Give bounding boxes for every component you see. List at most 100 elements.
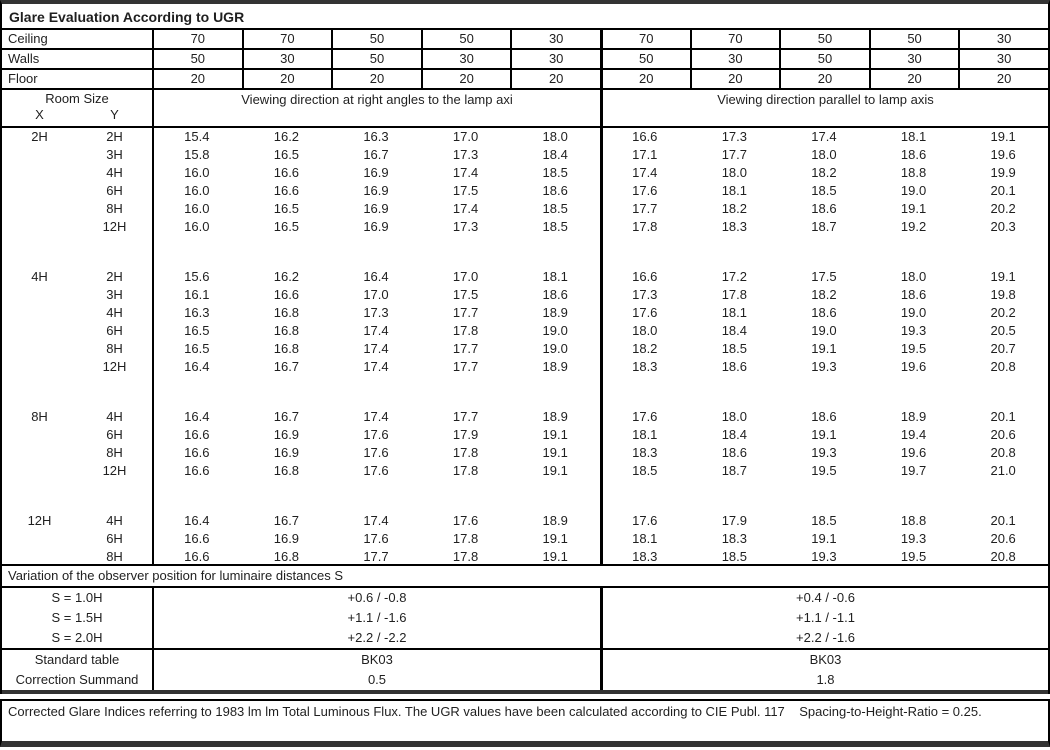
ugr-value: 17.8 xyxy=(452,549,479,564)
ugr-value: 15.4 xyxy=(184,129,210,144)
reflectance-value: 30 xyxy=(958,30,1048,48)
variation-value-right-angles: +0.6 / -0.8 xyxy=(152,588,600,608)
ugr-value: 18.7 xyxy=(811,219,837,234)
ugr-value: 18.1 xyxy=(632,531,658,546)
spacing-label: S = 1.5H xyxy=(51,610,103,625)
ugr-value: 20.3 xyxy=(990,219,1016,234)
spacing-label: S = 2.0H xyxy=(51,630,103,645)
ugr-value: 18.1 xyxy=(900,129,927,144)
ugr-value: 16.1 xyxy=(184,287,210,302)
room-x-value xyxy=(2,322,77,340)
reflectance-value: 50 xyxy=(331,50,421,68)
room-size-axes: X Y xyxy=(2,107,152,122)
ugr-data-row: 8H 16.0 16.5 16.9 17.4 18.5 17.7 18.2 18.6 19.1 20… xyxy=(2,200,1048,218)
room-y-value: 3H xyxy=(106,147,123,162)
ugr-value: 16.0 xyxy=(184,183,210,198)
room-x-value xyxy=(2,286,77,304)
room-y-value: 4H xyxy=(106,165,123,180)
room-y-value: 8H xyxy=(106,341,123,356)
ugr-value: 17.3 xyxy=(452,147,479,162)
room-x-value xyxy=(2,218,77,236)
room-y-value: 8H xyxy=(106,445,123,460)
ugr-value: 16.9 xyxy=(363,219,389,234)
reflectance-value: 20 xyxy=(510,70,600,88)
ugr-value: 16.9 xyxy=(363,183,389,198)
summary-value-right-angles: 0.5 xyxy=(152,670,600,690)
ugr-value: 17.6 xyxy=(632,409,658,424)
room-x-value: 4H xyxy=(31,269,48,284)
ugr-value: 16.0 xyxy=(184,201,210,216)
ugr-value: 18.0 xyxy=(811,147,837,162)
ugr-value: 20.8 xyxy=(990,445,1016,460)
block-spacer xyxy=(2,236,1048,268)
reflectance-value: 30 xyxy=(510,30,600,48)
viewing-direction-right-angles-header: Viewing direction at right angles to the… xyxy=(152,90,600,126)
ugr-data-grid: 2H 2H 15.4 16.2 16.3 17.0 18.0 16.6 17.3 17.4 18.1… xyxy=(2,128,1048,566)
variation-value-parallel: +2.2 / -1.6 xyxy=(600,628,1048,648)
room-y-value: 6H xyxy=(106,323,123,338)
ugr-value: 17.7 xyxy=(363,549,389,564)
ugr-value: 20.8 xyxy=(990,359,1016,374)
reflectance-value: 50 xyxy=(331,30,421,48)
ugr-data-row: 12H 4H 16.4 16.7 17.4 17.6 18.9 17.6 17.9 18.5 18.… xyxy=(2,512,1048,530)
ugr-value: 17.6 xyxy=(632,183,658,198)
ugr-value: 18.5 xyxy=(542,165,568,180)
reflectance-value: 20 xyxy=(152,70,242,88)
ugr-data-row: 6H 16.6 16.9 17.6 17.9 19.1 18.1 18.4 19.1 19.4 20… xyxy=(2,426,1048,444)
ugr-value: 19.4 xyxy=(900,427,927,442)
ugr-value: 16.9 xyxy=(363,165,389,180)
reflectance-value: 20 xyxy=(420,70,511,88)
ugr-value: 19.3 xyxy=(900,323,927,338)
ugr-value: 18.6 xyxy=(811,305,837,320)
room-y-value: 4H xyxy=(106,513,123,528)
ugr-value: 19.0 xyxy=(542,341,568,356)
ugr-value: 19.1 xyxy=(542,531,568,546)
ugr-value: 16.4 xyxy=(184,513,210,528)
ugr-value: 18.3 xyxy=(721,219,748,234)
ugr-value: 16.5 xyxy=(273,201,300,216)
ugr-value: 19.1 xyxy=(542,427,568,442)
ugr-value: 18.5 xyxy=(632,463,658,478)
ugr-value: 16.2 xyxy=(273,129,300,144)
ugr-value: 17.1 xyxy=(632,147,658,162)
ugr-data-row: 8H 16.6 16.9 17.6 17.8 19.1 18.3 18.6 19.3 19.6 20… xyxy=(2,444,1048,462)
ugr-value: 18.5 xyxy=(721,341,748,356)
ugr-value: 17.6 xyxy=(632,305,658,320)
ugr-value: 17.7 xyxy=(452,409,479,424)
ugr-data-row: 6H 16.5 16.8 17.4 17.8 19.0 18.0 18.4 19.0 19.3 20… xyxy=(2,322,1048,340)
ugr-value: 18.0 xyxy=(632,323,658,338)
room-y-value: 12H xyxy=(102,359,127,374)
ugr-data-row: 8H 4H 16.4 16.7 17.4 17.7 18.9 17.6 18.0 18.6 18.9… xyxy=(2,408,1048,426)
reflectance-value: 70 xyxy=(152,30,242,48)
summary-value-parallel: BK03 xyxy=(600,650,1048,670)
ugr-value: 17.9 xyxy=(452,427,479,442)
room-y-value: 12H xyxy=(102,463,127,478)
ugr-value: 19.5 xyxy=(900,341,927,356)
room-x-value xyxy=(2,426,77,444)
ugr-value: 17.7 xyxy=(452,305,479,320)
column-divider-line xyxy=(152,128,154,564)
ugr-value: 16.6 xyxy=(273,183,300,198)
reflectance-row: Floor 20 20 20 20 20 20 20 20 20 20 xyxy=(2,70,1048,90)
ugr-data-row: 8H 16.5 16.8 17.4 17.7 19.0 18.2 18.5 19.1 19.5 20… xyxy=(2,340,1048,358)
room-y-value: 8H xyxy=(106,549,123,564)
observer-variation-row: S = 1.0H +0.6 / -0.8 +0.4 / -0.6 xyxy=(2,588,1048,608)
room-x-value xyxy=(2,146,77,164)
ugr-value: 18.5 xyxy=(811,183,837,198)
ugr-value: 20.2 xyxy=(990,305,1016,320)
ugr-value: 17.3 xyxy=(452,219,479,234)
block-spacer xyxy=(2,376,1048,408)
ugr-value: 17.5 xyxy=(811,269,837,284)
ugr-value: 17.8 xyxy=(721,287,748,302)
reflectance-value: 50 xyxy=(779,30,869,48)
ugr-value: 18.6 xyxy=(900,147,927,162)
summary-row: Standard table BK03 BK03 xyxy=(2,650,1048,670)
ugr-value: 17.4 xyxy=(363,341,389,356)
ugr-value: 16.8 xyxy=(273,305,300,320)
reflectance-label: Ceiling xyxy=(8,31,48,46)
reflectance-value: 20 xyxy=(599,70,690,88)
ugr-value: 16.6 xyxy=(632,129,658,144)
ugr-data-row: 12H 16.0 16.5 16.9 17.3 18.5 17.8 18.3 18.7 19.2 2… xyxy=(2,218,1048,236)
room-x-value xyxy=(2,548,77,566)
